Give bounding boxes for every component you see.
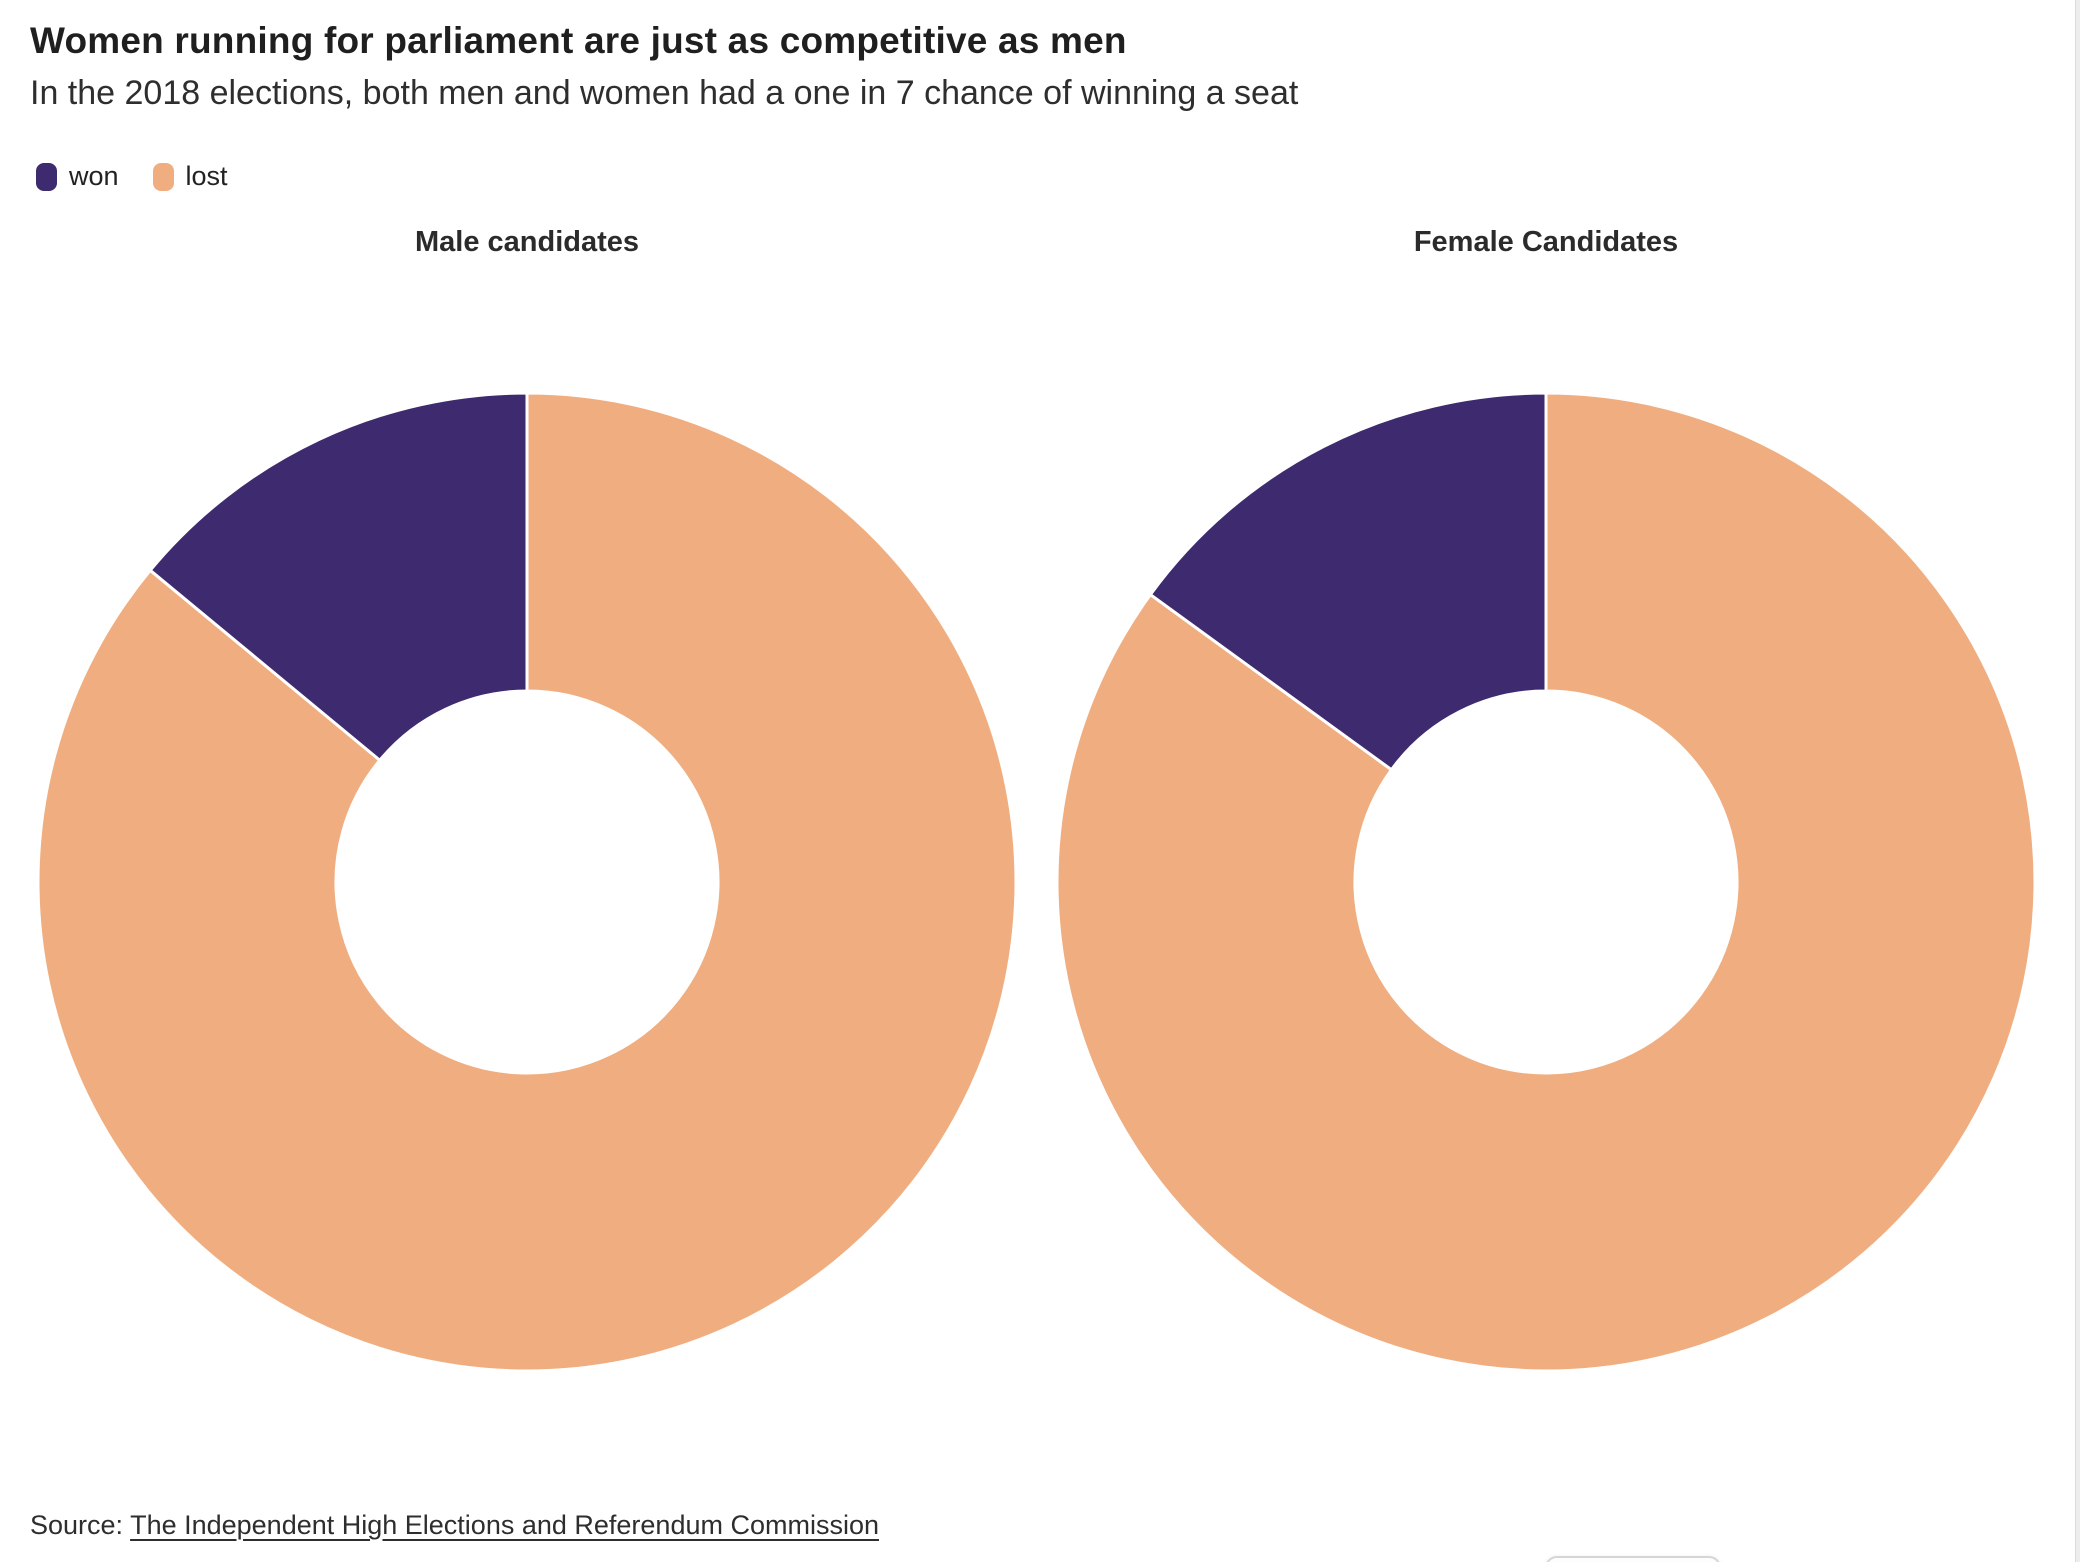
legend: won lost	[36, 161, 228, 192]
legend-item-won: won	[36, 161, 119, 192]
chart-header: Women running for parliament are just as…	[30, 20, 1930, 113]
slice-lost[interactable]	[1055, 391, 2037, 1373]
slice-lost[interactable]	[36, 391, 1018, 1373]
slice-won[interactable]	[1148, 391, 1548, 772]
slice-won[interactable]	[148, 391, 529, 763]
source-line: Source: The Independent High Elections a…	[30, 1510, 879, 1541]
source-prefix: Source:	[30, 1510, 124, 1540]
legend-label-won: won	[69, 161, 119, 191]
donut-chart-male[interactable]	[36, 391, 1018, 1373]
legend-label-lost: lost	[185, 161, 228, 191]
chart-title-female-candidates: Female Candidates	[1413, 226, 1679, 258]
scrollbar[interactable]	[2075, 0, 2080, 1562]
legend-item-lost: lost	[152, 161, 228, 192]
page-title: Women running for parliament are just as…	[30, 20, 1127, 61]
legend-swatch-won-icon	[36, 162, 57, 191]
page-subtitle: In the 2018 elections, both men and wome…	[30, 74, 1299, 112]
legend-swatch-lost-icon	[152, 162, 174, 191]
chart-title-male-candidates: Male candidates	[414, 226, 640, 258]
source-link[interactable]: The Independent High Elections and Refer…	[130, 1510, 879, 1540]
floating-button-partial[interactable]	[1545, 1556, 1721, 1562]
donut-chart-female[interactable]	[1055, 391, 2037, 1373]
